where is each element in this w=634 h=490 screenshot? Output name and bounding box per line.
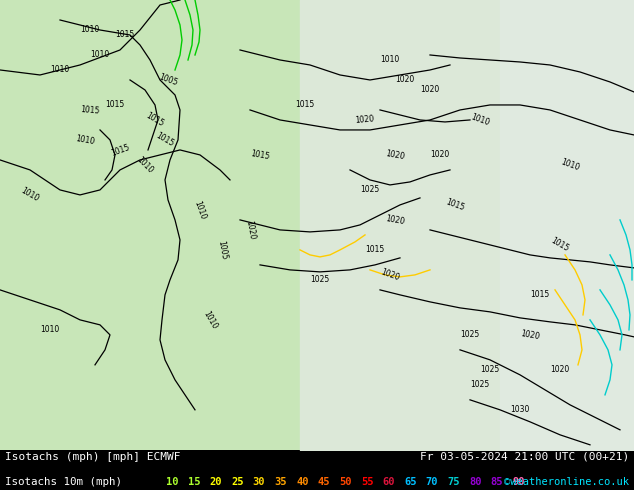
Text: 1020: 1020	[385, 214, 405, 226]
Text: 90: 90	[512, 477, 525, 487]
Text: 75: 75	[448, 477, 460, 487]
Text: 1015: 1015	[365, 245, 385, 254]
Text: 25: 25	[231, 477, 243, 487]
Text: 55: 55	[361, 477, 373, 487]
Text: 1010: 1010	[20, 186, 41, 204]
Text: 1020: 1020	[550, 366, 569, 374]
Text: 30: 30	[253, 477, 265, 487]
Text: 20: 20	[209, 477, 222, 487]
Text: 10: 10	[166, 477, 179, 487]
Text: 1015: 1015	[155, 131, 176, 148]
Text: 85: 85	[491, 477, 503, 487]
Text: 1010: 1010	[193, 199, 207, 220]
Text: 1015: 1015	[80, 105, 100, 115]
Text: 1015: 1015	[115, 30, 134, 40]
Text: 1010: 1010	[81, 25, 100, 34]
Text: ©weatheronline.co.uk: ©weatheronline.co.uk	[504, 477, 629, 487]
Text: 1010: 1010	[469, 112, 491, 127]
Text: 1010: 1010	[135, 155, 155, 175]
Text: 50: 50	[339, 477, 352, 487]
Text: 1005: 1005	[216, 240, 228, 260]
Text: 40: 40	[296, 477, 309, 487]
Text: 1020: 1020	[420, 85, 439, 95]
Text: 1010: 1010	[380, 55, 399, 65]
Text: Isotachs 10m (mph): Isotachs 10m (mph)	[5, 477, 122, 487]
Text: 1010: 1010	[41, 325, 60, 334]
Text: 1020: 1020	[244, 220, 256, 240]
Text: 1025: 1025	[360, 185, 380, 195]
Text: 1025: 1025	[311, 275, 330, 284]
Text: 1010: 1010	[91, 50, 110, 59]
Text: 60: 60	[382, 477, 395, 487]
Text: 1020: 1020	[385, 149, 405, 161]
Text: 65: 65	[404, 477, 417, 487]
Text: 80: 80	[469, 477, 482, 487]
Text: 1015: 1015	[531, 291, 550, 299]
Text: 1010: 1010	[50, 66, 70, 74]
Text: 1025: 1025	[470, 380, 489, 390]
Text: 1005: 1005	[157, 73, 179, 88]
Text: 35: 35	[275, 477, 287, 487]
Text: 1020: 1020	[396, 75, 415, 84]
Text: 1015: 1015	[110, 143, 131, 157]
Text: 1020: 1020	[520, 329, 540, 341]
Text: 1015: 1015	[105, 100, 125, 109]
Text: 1020: 1020	[379, 268, 401, 282]
Text: 45: 45	[318, 477, 330, 487]
Text: 1025: 1025	[460, 330, 480, 340]
Text: 1030: 1030	[510, 405, 529, 415]
Text: 1015: 1015	[145, 111, 165, 129]
Text: 70: 70	[426, 477, 438, 487]
Text: Fr 03-05-2024 21:00 UTC (00+21): Fr 03-05-2024 21:00 UTC (00+21)	[420, 452, 629, 462]
Text: 1010: 1010	[201, 309, 219, 330]
Text: 1015: 1015	[550, 236, 571, 254]
Text: 1020: 1020	[430, 150, 450, 159]
Text: 1015: 1015	[250, 149, 270, 161]
Text: 1015: 1015	[295, 100, 314, 109]
Text: Isotachs (mph) [mph] ECMWF: Isotachs (mph) [mph] ECMWF	[5, 452, 181, 462]
Text: 1025: 1025	[481, 366, 500, 374]
Text: 1010: 1010	[75, 134, 95, 146]
Text: 1015: 1015	[444, 197, 465, 213]
Text: 15: 15	[188, 477, 200, 487]
Text: 1010: 1010	[559, 157, 581, 172]
Text: 1020: 1020	[355, 115, 375, 125]
